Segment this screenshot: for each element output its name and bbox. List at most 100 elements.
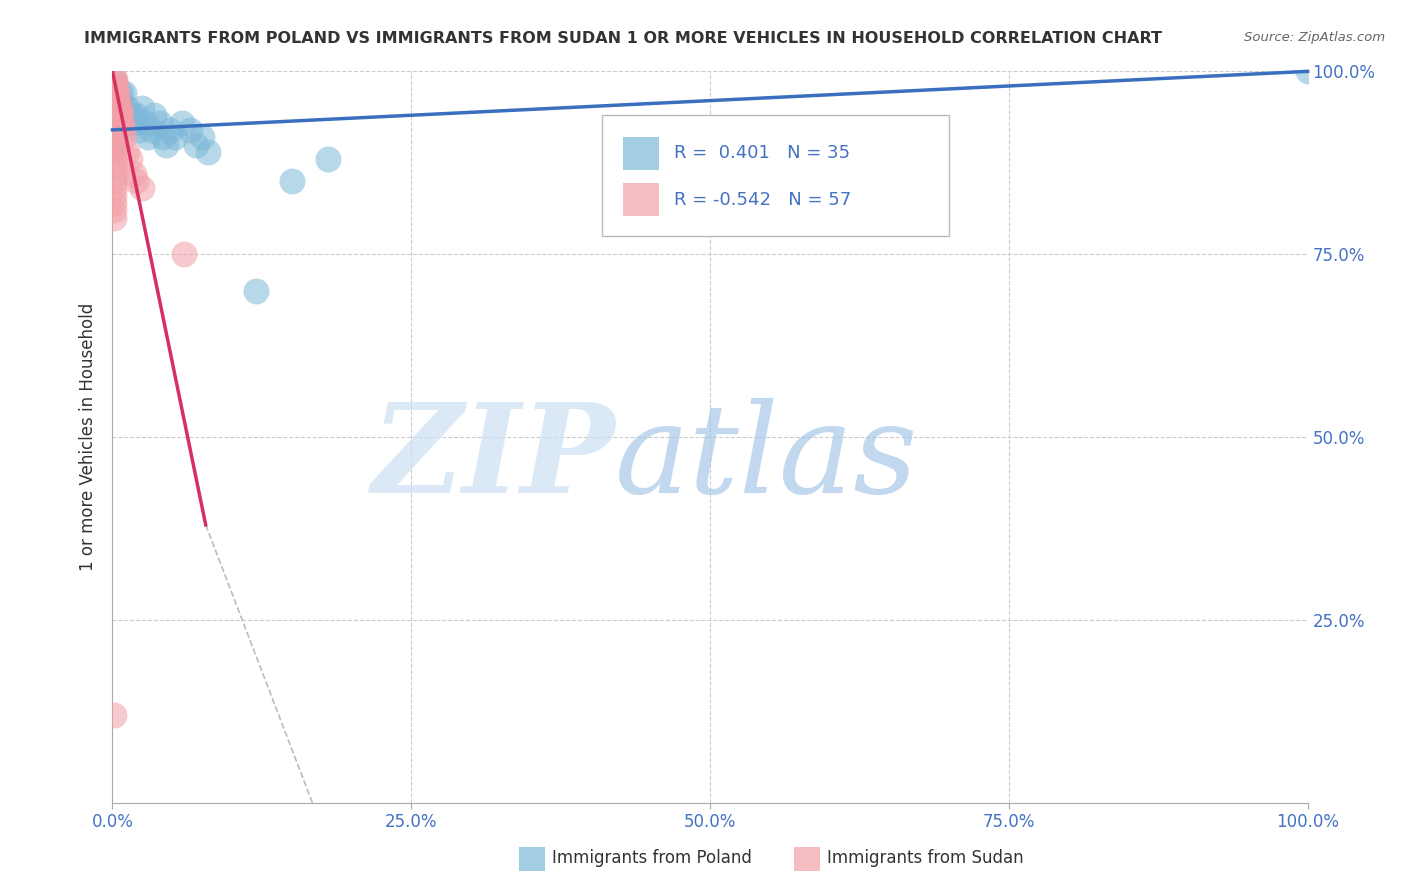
- Point: [103, 174, 125, 188]
- Point: [245, 284, 267, 298]
- Point: [114, 130, 135, 145]
- Point: [105, 87, 128, 101]
- Point: [104, 101, 127, 115]
- FancyBboxPatch shape: [603, 115, 949, 235]
- Point: [163, 130, 186, 145]
- Point: [152, 130, 174, 145]
- Point: [103, 211, 125, 225]
- Bar: [623, 137, 658, 170]
- Text: atlas: atlas: [614, 398, 918, 520]
- Point: [104, 78, 127, 93]
- Point: [107, 94, 129, 108]
- Point: [138, 130, 160, 145]
- Point: [105, 87, 128, 101]
- Point: [103, 71, 125, 86]
- Point: [110, 115, 132, 129]
- Point: [103, 108, 125, 122]
- Point: [170, 115, 193, 129]
- Point: [108, 101, 131, 115]
- Point: [135, 115, 157, 129]
- Text: R =  0.401   N = 35: R = 0.401 N = 35: [675, 145, 851, 162]
- Point: [122, 115, 145, 129]
- Point: [159, 123, 181, 137]
- Bar: [519, 847, 546, 871]
- Point: [103, 123, 125, 137]
- Point: [120, 115, 142, 129]
- Point: [104, 130, 127, 145]
- Point: [104, 87, 127, 101]
- Point: [104, 108, 127, 122]
- Point: [149, 115, 172, 129]
- Point: [114, 87, 135, 101]
- Point: [105, 101, 128, 115]
- Point: [105, 108, 128, 122]
- Text: Immigrants from Sudan: Immigrants from Sudan: [827, 849, 1024, 867]
- Point: [103, 203, 125, 218]
- Point: [103, 145, 125, 159]
- Point: [179, 123, 201, 137]
- Point: [103, 152, 125, 166]
- Point: [121, 108, 143, 122]
- Point: [107, 108, 129, 122]
- Point: [122, 167, 145, 181]
- Point: [128, 123, 150, 137]
- Point: [103, 130, 125, 145]
- Text: IMMIGRANTS FROM POLAND VS IMMIGRANTS FROM SUDAN 1 OR MORE VEHICLES IN HOUSEHOLD : IMMIGRANTS FROM POLAND VS IMMIGRANTS FRO…: [84, 31, 1163, 46]
- Point: [139, 123, 162, 137]
- Point: [125, 108, 148, 122]
- Point: [131, 181, 153, 195]
- Point: [143, 108, 166, 122]
- Point: [107, 101, 129, 115]
- Point: [103, 71, 125, 86]
- Point: [110, 108, 132, 122]
- Point: [103, 87, 125, 101]
- Point: [115, 145, 138, 159]
- Point: [103, 167, 125, 181]
- Bar: [793, 847, 820, 871]
- Y-axis label: 1 or more Vehicles in Household: 1 or more Vehicles in Household: [79, 303, 97, 571]
- Point: [1296, 64, 1319, 78]
- Point: [155, 137, 177, 152]
- Point: [104, 87, 127, 101]
- Point: [186, 137, 208, 152]
- Point: [108, 108, 131, 122]
- Point: [191, 130, 214, 145]
- Point: [120, 152, 142, 166]
- Point: [110, 87, 132, 101]
- Point: [105, 108, 128, 122]
- Point: [103, 196, 125, 211]
- Point: [104, 94, 127, 108]
- Point: [105, 101, 128, 115]
- Point: [105, 94, 128, 108]
- Point: [105, 94, 128, 108]
- Text: Source: ZipAtlas.com: Source: ZipAtlas.com: [1244, 31, 1385, 45]
- Point: [105, 78, 128, 93]
- Point: [112, 123, 135, 137]
- Point: [104, 71, 127, 86]
- Point: [105, 78, 128, 93]
- Point: [111, 101, 134, 115]
- Bar: [623, 183, 658, 216]
- Text: R = -0.542   N = 57: R = -0.542 N = 57: [675, 191, 852, 209]
- Point: [103, 181, 125, 195]
- Point: [115, 101, 138, 115]
- Point: [103, 137, 125, 152]
- Point: [103, 708, 125, 723]
- Point: [104, 137, 127, 152]
- Point: [103, 115, 125, 129]
- Text: ZIP: ZIP: [371, 398, 614, 520]
- Point: [103, 94, 125, 108]
- Point: [105, 94, 128, 108]
- Point: [103, 101, 125, 115]
- Point: [112, 108, 135, 122]
- Point: [105, 115, 128, 129]
- Point: [316, 152, 339, 166]
- Point: [103, 78, 125, 93]
- Point: [103, 188, 125, 202]
- Point: [108, 94, 131, 108]
- Point: [104, 115, 127, 129]
- Point: [197, 145, 219, 159]
- Point: [103, 160, 125, 174]
- Point: [131, 101, 153, 115]
- Point: [107, 87, 129, 101]
